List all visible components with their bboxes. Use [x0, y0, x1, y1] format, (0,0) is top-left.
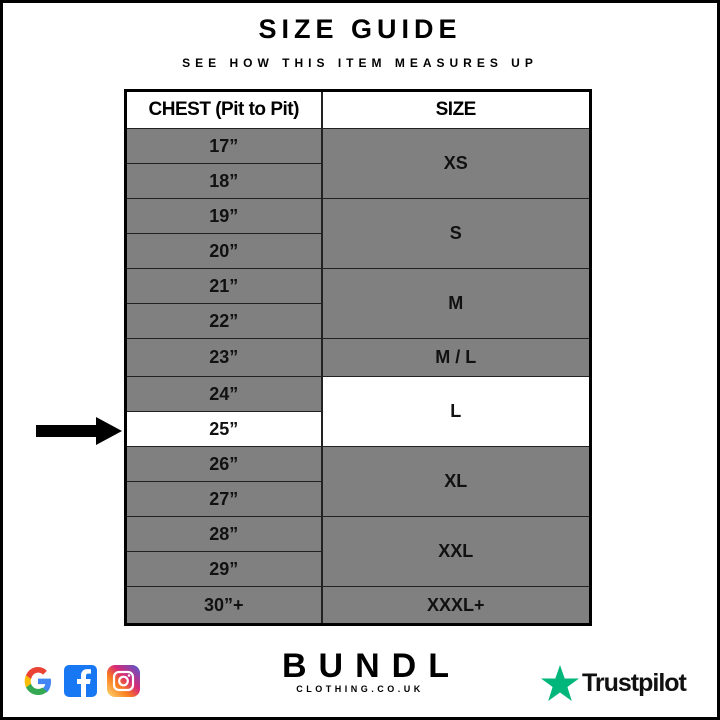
size-cell: M	[321, 268, 591, 339]
page-subtitle: SEE HOW THIS ITEM MEASURES UP	[182, 56, 538, 70]
size-cell-highlighted: L	[321, 376, 591, 447]
chest-cell: 20”	[125, 233, 323, 269]
brand-domain: CLOTHING.CO.UK	[296, 684, 424, 694]
table-row: 20”	[125, 233, 591, 269]
chest-cell: 17”	[125, 128, 323, 164]
chest-cell: 21”	[125, 268, 323, 304]
table-row: 23” M / L	[125, 338, 591, 377]
instagram-icon	[107, 665, 140, 697]
table-row: 30”+ XXXL+	[125, 586, 591, 625]
table-row: 21” M	[125, 268, 591, 339]
size-cell: XL	[321, 446, 591, 517]
table-row: 29”	[125, 551, 591, 587]
table-row-highlighted: 25”	[125, 411, 591, 447]
google-icon	[24, 667, 51, 695]
chest-cell: 23”	[125, 338, 323, 377]
trustpilot-star-icon	[541, 665, 579, 701]
chest-cell-highlighted: 25”	[125, 411, 323, 447]
chest-cell: 18”	[125, 163, 323, 199]
chest-cell: 24”	[125, 376, 323, 412]
trustpilot-logo: Trustpilot	[540, 664, 687, 702]
chest-cell: 27”	[125, 481, 323, 517]
facebook-icon	[64, 665, 97, 697]
header-size: SIZE	[321, 90, 591, 129]
arrow-right-icon	[36, 417, 122, 445]
chest-cell: 29”	[125, 551, 323, 587]
table-header: CHEST (Pit to Pit) SIZE	[125, 90, 591, 129]
table-row: 19” S	[125, 198, 591, 269]
table-row: 24” L	[125, 376, 591, 447]
chest-cell: 28”	[125, 516, 323, 552]
chest-cell: 30”+	[125, 586, 323, 625]
table-row: 22”	[125, 303, 591, 339]
chest-cell: 26”	[125, 446, 323, 482]
size-cell: XXXL+	[321, 586, 591, 625]
chest-cell: 19”	[125, 198, 323, 234]
size-table: CHEST (Pit to Pit) SIZE 17” XS 18” 19” S 2…	[124, 89, 592, 626]
table-row: 26” XL	[125, 446, 591, 517]
social-icons	[22, 664, 140, 698]
chest-cell: 22”	[125, 303, 323, 339]
table-row: 27”	[125, 481, 591, 517]
size-cell: XS	[321, 128, 591, 199]
bundl-logo: BUNDL CLOTHING.CO.UK	[270, 648, 450, 694]
size-cell: S	[321, 198, 591, 269]
size-cell: M / L	[321, 338, 591, 377]
page-title: SIZE GUIDE	[258, 14, 462, 44]
header-chest: CHEST (Pit to Pit)	[125, 90, 323, 129]
size-cell: XXL	[321, 516, 591, 587]
table-row: 17” XS	[125, 128, 591, 199]
table-row: 28” XXL	[125, 516, 591, 587]
trustpilot-label: Trustpilot	[582, 668, 687, 697]
brand-name: BUNDL	[282, 647, 461, 685]
